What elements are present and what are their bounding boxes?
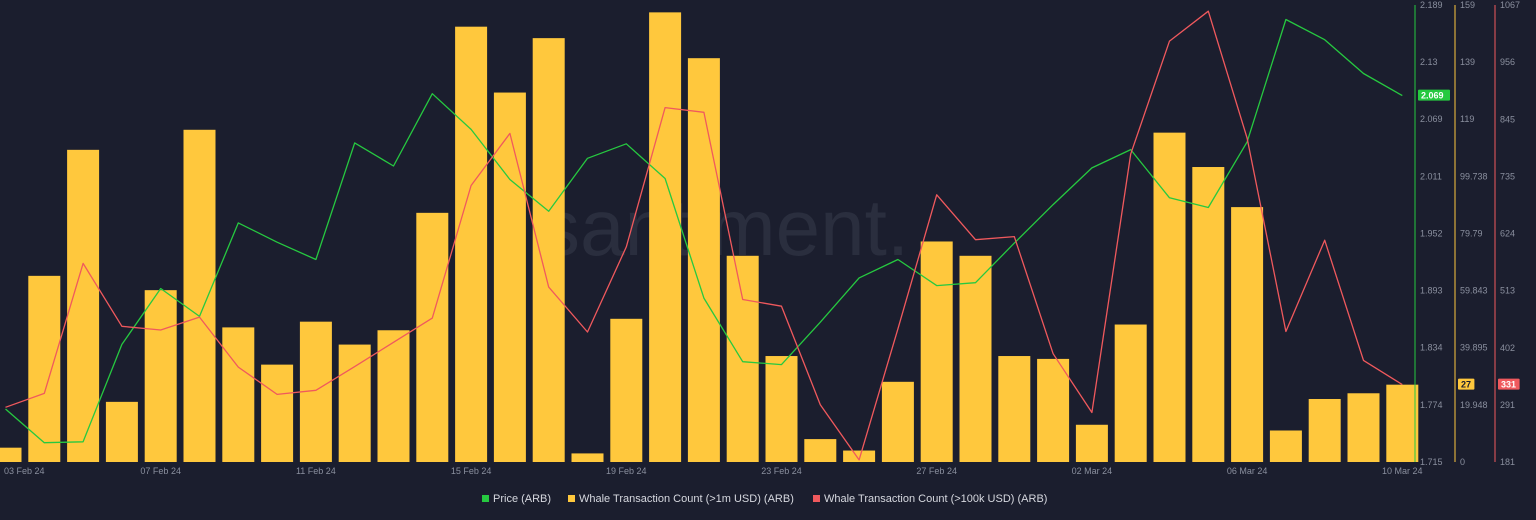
y-tick-label: 402 [1500, 343, 1515, 353]
bar [1192, 167, 1225, 462]
x-axis: 03 Feb 24 07 Feb 24 11 Feb 24 15 Feb 24 19 F… [4, 466, 1423, 476]
bar [183, 129, 216, 462]
y-tick-label: 59.843 [1460, 286, 1488, 296]
current-value-label: 27 [1461, 380, 1471, 390]
y-tick-label: 1067 [1500, 0, 1520, 10]
bar [261, 364, 294, 462]
current-value-badge [1498, 378, 1520, 390]
bar [532, 38, 565, 462]
legend: Price (ARB) Whale Transaction Count (>1m … [482, 493, 1047, 505]
x-tick-label: 10 Mar 24 [1382, 466, 1423, 476]
bar [843, 450, 876, 462]
bar [377, 330, 410, 462]
y-tick-label: 2.011 [1420, 172, 1442, 182]
line-series-whale100k [5, 10, 1403, 461]
bar [1153, 132, 1186, 462]
bar [1037, 358, 1070, 462]
y-tick-label: 1.715 [1420, 457, 1443, 467]
y-tick-label: 2.13 [1420, 57, 1438, 67]
x-tick-label: 06 Mar 24 [1227, 466, 1268, 476]
legend-swatch [482, 495, 489, 502]
y-tick-label: 0 [1460, 457, 1465, 467]
bar [765, 356, 798, 462]
bar [416, 212, 449, 462]
y-tick-label: 181 [1500, 457, 1515, 467]
bar [959, 255, 992, 462]
bar [28, 275, 61, 462]
bar [1231, 207, 1264, 462]
bar [610, 318, 643, 462]
bar [0, 447, 22, 462]
legend-label: Whale Transaction Count (>1m USD) (ARB) [579, 493, 794, 505]
y-tick-label: 1.893 [1420, 285, 1443, 295]
y-tick-label: 2.189 [1420, 0, 1443, 10]
bar [493, 92, 526, 463]
legend-label: Price (ARB) [493, 493, 551, 505]
x-tick-label: 27 Feb 24 [916, 466, 957, 476]
legend-swatch [568, 495, 575, 502]
y-tick-label: 39.895 [1460, 343, 1488, 353]
bar [571, 453, 604, 462]
current-value-label: 2.069 [1421, 91, 1444, 101]
x-tick-label: 23 Feb 24 [761, 466, 802, 476]
bar [649, 12, 682, 462]
bar [222, 327, 255, 462]
y-tick-label: 291 [1500, 400, 1515, 410]
y-tick-label: 1.834 [1420, 342, 1443, 352]
bar [1347, 393, 1380, 462]
bar [67, 149, 100, 463]
bar [455, 26, 488, 462]
current-value-label: 331 [1501, 380, 1516, 390]
line-series-price [5, 18, 1403, 444]
y-tick-label: 956 [1500, 57, 1515, 67]
y-tick-label: 119 [1460, 114, 1474, 124]
y-tick-label: 19.948 [1460, 400, 1488, 410]
axes-group: 2.189 2.13 2.069 2.011 1.952 1.893 1.834 1.774 1… [1414, 0, 1520, 467]
legend-swatch [813, 495, 820, 502]
x-tick-label: 15 Feb 24 [451, 466, 492, 476]
bar [920, 241, 953, 462]
y-tick-label: 79.79 [1460, 228, 1483, 238]
y-tick-label: 624 [1500, 229, 1515, 239]
bar [338, 344, 371, 462]
bar [1269, 430, 1302, 462]
x-tick-label: 11 Feb 24 [296, 466, 336, 476]
legend-label: Whale Transaction Count (>100k USD) (ARB… [824, 493, 1047, 505]
bar [726, 255, 759, 462]
x-tick-label: 03 Feb 24 [4, 466, 45, 476]
y-tick-label: 1.952 [1420, 229, 1443, 239]
bar [687, 58, 720, 462]
y-tick-label: 845 [1500, 114, 1515, 124]
bar [1386, 384, 1419, 462]
watermark: santiment. [540, 183, 909, 272]
y-tick-label: 99.738 [1460, 171, 1488, 181]
x-tick-label: 07 Feb 24 [140, 466, 181, 476]
bar [1308, 398, 1341, 462]
y-tick-label: 139 [1460, 57, 1475, 67]
line-series-group [5, 10, 1403, 461]
bar [881, 381, 914, 462]
bar-series-whale-1m [0, 12, 1419, 463]
x-tick-label: 19 Feb 24 [606, 466, 647, 476]
y-tick-label: 159 [1460, 0, 1475, 10]
bar [998, 356, 1031, 462]
current-value-badge [1418, 89, 1450, 101]
x-tick-label: 02 Mar 24 [1072, 466, 1113, 476]
bar [804, 439, 837, 462]
y-tick-label: 1.774 [1420, 400, 1443, 410]
current-value-badge [1458, 378, 1475, 390]
y-tick-label: 735 [1500, 171, 1515, 181]
bar [1114, 324, 1147, 462]
y-tick-label: 513 [1500, 286, 1515, 296]
y-tick-label: 2.069 [1420, 114, 1443, 124]
bar [144, 290, 177, 462]
bar [105, 401, 138, 462]
bar [1075, 424, 1108, 462]
